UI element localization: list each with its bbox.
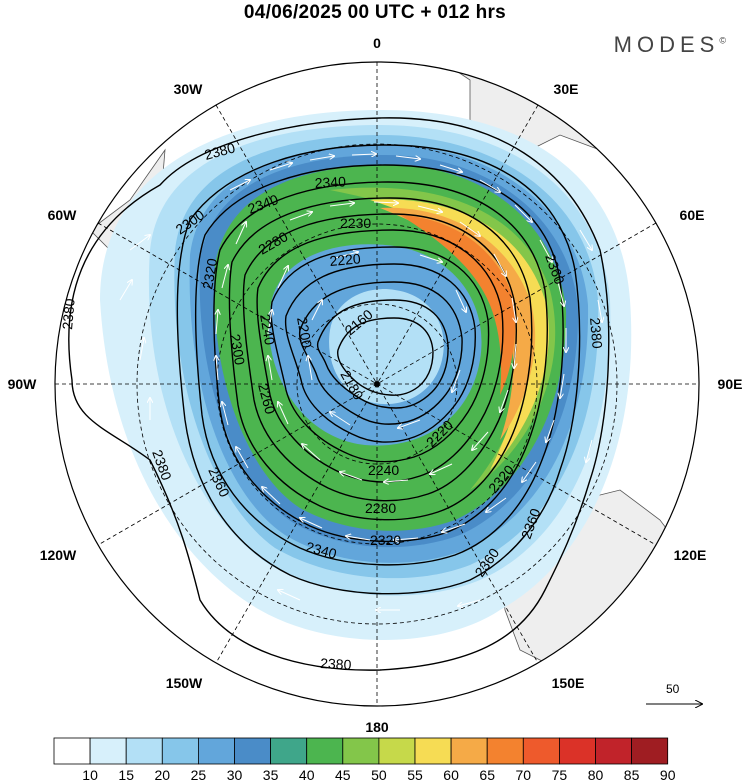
map-border [54, 61, 700, 707]
contour-label: 2280 [365, 500, 396, 516]
contour-label: 2260 [255, 382, 279, 416]
colorbar-box [197, 737, 235, 765]
reference-vector: 50 [640, 682, 710, 712]
colorbar-box [631, 737, 669, 765]
colorbar-label: 50 [371, 767, 387, 782]
contour-label: 2380 [320, 655, 352, 673]
colorbar-label: 30 [227, 767, 243, 782]
lon-label-30e: 30E [554, 81, 579, 97]
polar-map: 2380 2380 2380 2380 2380 2360 2360 2360 … [8, 35, 743, 735]
wind-speed-shading [100, 110, 632, 640]
colorbar-label: 45 [335, 767, 351, 782]
colorbar-label: 85 [624, 767, 640, 782]
colorbar-box [342, 737, 380, 765]
colorbar-box [486, 737, 524, 765]
contour-label: 2340 [304, 538, 338, 562]
contour-2220 [284, 263, 476, 443]
copyright-mark: © [719, 35, 726, 46]
longitude-labels: 0 30W 30E 60W 60E 90W 90E 120W 120E 150W… [8, 35, 743, 735]
contour-2280 [242, 213, 517, 502]
colorbar-boxes [53, 737, 669, 765]
colorbar-label: 70 [516, 767, 532, 782]
colorbar-label: 15 [118, 767, 134, 782]
colorbar-label: 25 [191, 767, 207, 782]
contour-label: 2380 [587, 317, 606, 350]
height-contours [68, 117, 610, 671]
colorbar-box [125, 737, 163, 765]
lon-label-0: 0 [373, 35, 381, 51]
contour-label: 2220 [329, 250, 362, 269]
lon-label-90w: 90W [8, 376, 38, 392]
contour-2380 [68, 117, 610, 671]
colorbar-box [53, 737, 91, 765]
contour-label: 2200 [294, 316, 315, 350]
reference-vector-label: 50 [666, 682, 680, 696]
colorbar-box [559, 737, 596, 765]
lon-label-30w: 30W [174, 81, 204, 97]
colorbar-label: 60 [443, 767, 459, 782]
lon-label-180: 180 [365, 719, 389, 735]
contour-2360 [176, 144, 581, 595]
colorbar-label: 90 [660, 767, 676, 782]
colorbar-box [234, 737, 271, 765]
colorbar-label: 55 [407, 767, 423, 782]
contour-label: 2230 [340, 215, 371, 231]
lon-label-90e: 90E [718, 376, 743, 392]
colorbar-box [450, 737, 488, 765]
pole-marker [374, 381, 380, 387]
contour-2300 [228, 197, 533, 521]
contour-2340 [194, 164, 564, 566]
contour-label: 2380 [59, 298, 78, 331]
map-disk: 2380 2380 2380 2380 2380 2360 2360 2360 … [55, 62, 699, 706]
contour-2240 [270, 246, 490, 463]
colorbar-label: 10 [82, 767, 98, 782]
contour-2320 [213, 181, 548, 543]
brand-logo: MODES© [614, 32, 726, 58]
contour-label: 2380 [203, 139, 237, 163]
reference-vector-arrow [646, 682, 710, 712]
shade-65 [400, 215, 516, 395]
lon-label-60w: 60W [48, 207, 78, 223]
lon-label-60e: 60E [680, 207, 705, 223]
contour-label: 2340 [314, 173, 346, 191]
contour-label: 2300 [227, 333, 248, 367]
contour-2180 [316, 299, 449, 409]
contour-label: 2240 [368, 462, 399, 478]
colorbar-label: 75 [552, 767, 568, 782]
colorbar-box [306, 737, 344, 765]
contour-label: 2320 [199, 257, 220, 291]
colorbar-box [89, 737, 127, 765]
contour-label: 2240 [257, 313, 278, 347]
contour-2160 [337, 317, 434, 396]
contour-2200 [298, 281, 463, 425]
lon-label-150w: 150W [166, 675, 203, 691]
colorbar: 10 15 20 25 30 35 40 45 50 55 60 65 70 75 80 85 90 [53, 737, 676, 782]
contour-label: 2320 [370, 532, 401, 548]
colorbar-label: 80 [588, 767, 604, 782]
colorbar-box [378, 737, 416, 765]
lon-label-150e: 150E [552, 675, 585, 691]
brand-name: MODES [613, 32, 720, 57]
colorbar-label: 40 [299, 767, 315, 782]
colorbar-labels: 10 15 20 25 30 35 40 45 50 55 60 65 70 75 80 85 90 [82, 767, 675, 782]
contour-2260 [256, 229, 504, 483]
colorbar-label: 65 [479, 767, 495, 782]
colorbar-box [595, 737, 632, 765]
lon-label-120e: 120E [674, 547, 707, 563]
colorbar-box [270, 737, 308, 765]
colorbar-box [522, 737, 560, 765]
colorbar-label: 35 [263, 767, 279, 782]
map-title: 04/06/2025 00 UTC + 012 hrs [243, 2, 507, 23]
lon-label-120w: 120W [40, 547, 77, 563]
wind-vectors [119, 154, 602, 610]
colorbar-box [414, 737, 452, 765]
colorbar-box [161, 737, 199, 765]
colorbar-label: 20 [155, 767, 171, 782]
